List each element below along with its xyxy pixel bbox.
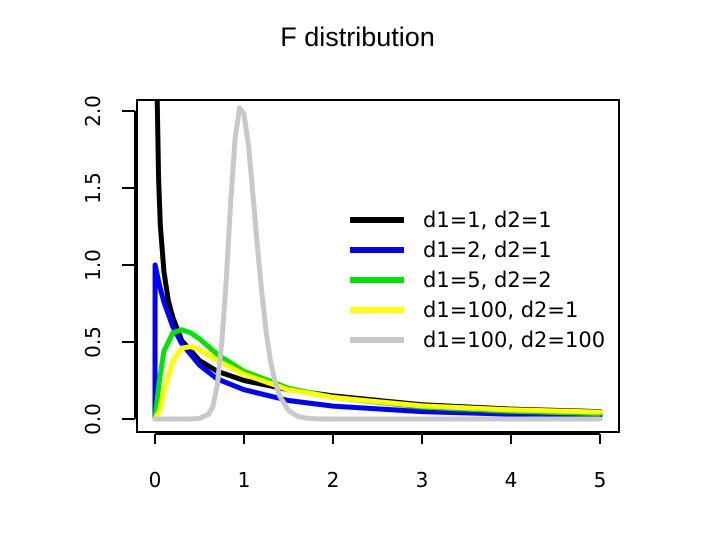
slide-title: F distribution [280,22,435,52]
y-tick-label: 1.0 [81,249,105,281]
legend-label: d1=1, d2=1 [423,208,552,232]
plot-frame [136,99,620,433]
y-tick-label: 0.0 [81,403,105,435]
legend-label: d1=5, d2=2 [423,268,552,292]
legend-label: d1=2, d2=1 [423,238,552,262]
x-tick-label: 3 [416,468,429,492]
x-tick-label: 4 [505,468,518,492]
series-layer [152,100,603,422]
y-tick-label: 0.5 [81,326,105,358]
series-line [152,344,603,422]
legend-label: d1=100, d2=100 [423,328,605,352]
y-tick-label: 1.5 [81,172,105,204]
x-tick-label: 5 [594,468,607,492]
y-tick-label: 2.0 [81,95,105,127]
y-axis: 0.0 0.5 1.0 1.5 2.0 [81,95,136,435]
series-line [152,105,603,422]
legend-label: d1=100, d2=1 [423,298,578,322]
x-tick-label: 1 [238,468,251,492]
x-tick-label: 0 [149,468,162,492]
x-tick-label: 2 [327,468,340,492]
series-line [152,262,603,422]
legend: d1=1, d2=1 d1=2, d2=1 d1=5, d2=2 d1=100, d2… [350,208,605,352]
x-axis: 0 1 2 3 4 5 [149,433,607,492]
